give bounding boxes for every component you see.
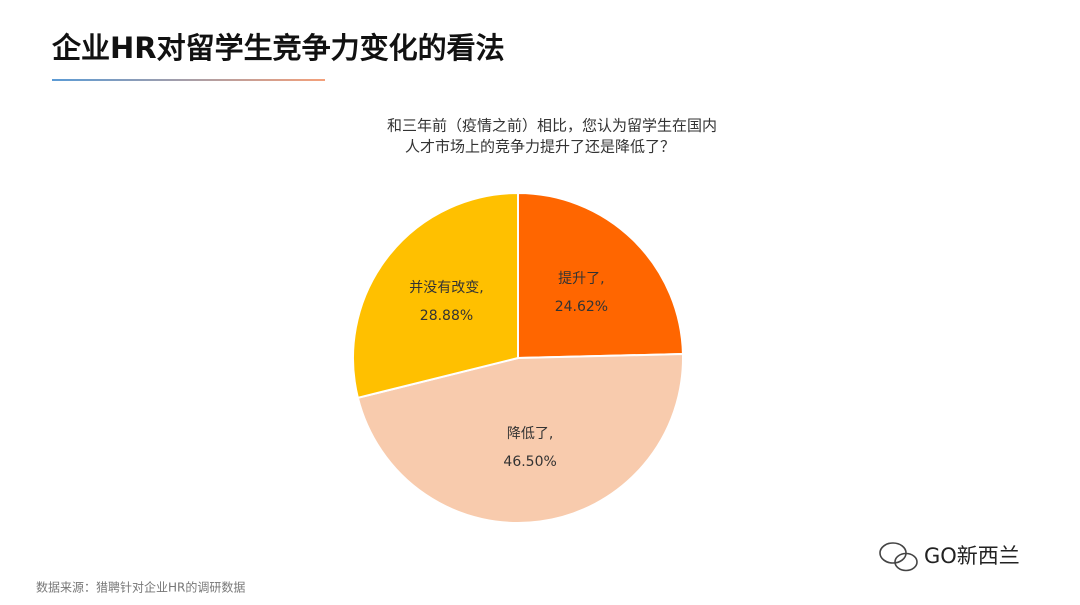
- slice-label: 并没有改变,: [409, 280, 483, 296]
- slice-value-label: 46.50%: [503, 454, 556, 470]
- pie-slice: [517, 191, 684, 360]
- pie-slice: [352, 191, 519, 400]
- watermark-icon: [879, 542, 918, 572]
- title-underline: [52, 79, 325, 81]
- watermark: GO新西兰: [924, 544, 1020, 568]
- pie-slice: [356, 353, 684, 524]
- slice-label: 降低了,: [507, 426, 553, 442]
- page-title: 企业HR对留学生竞争力变化的看法: [52, 31, 505, 65]
- chart-subtitle: 和三年前（疫情之前）相比，您认为留学生在国内: [387, 117, 717, 135]
- slice-value-label: 24.62%: [555, 299, 608, 315]
- chart-subtitle: 人才市场上的竞争力提升了还是降低了？: [405, 138, 675, 156]
- source-note: 数据来源：猎聘针对企业HR的调研数据: [36, 580, 245, 595]
- slice-label: 提升了,: [558, 271, 604, 287]
- slice-value-label: 28.88%: [420, 308, 473, 324]
